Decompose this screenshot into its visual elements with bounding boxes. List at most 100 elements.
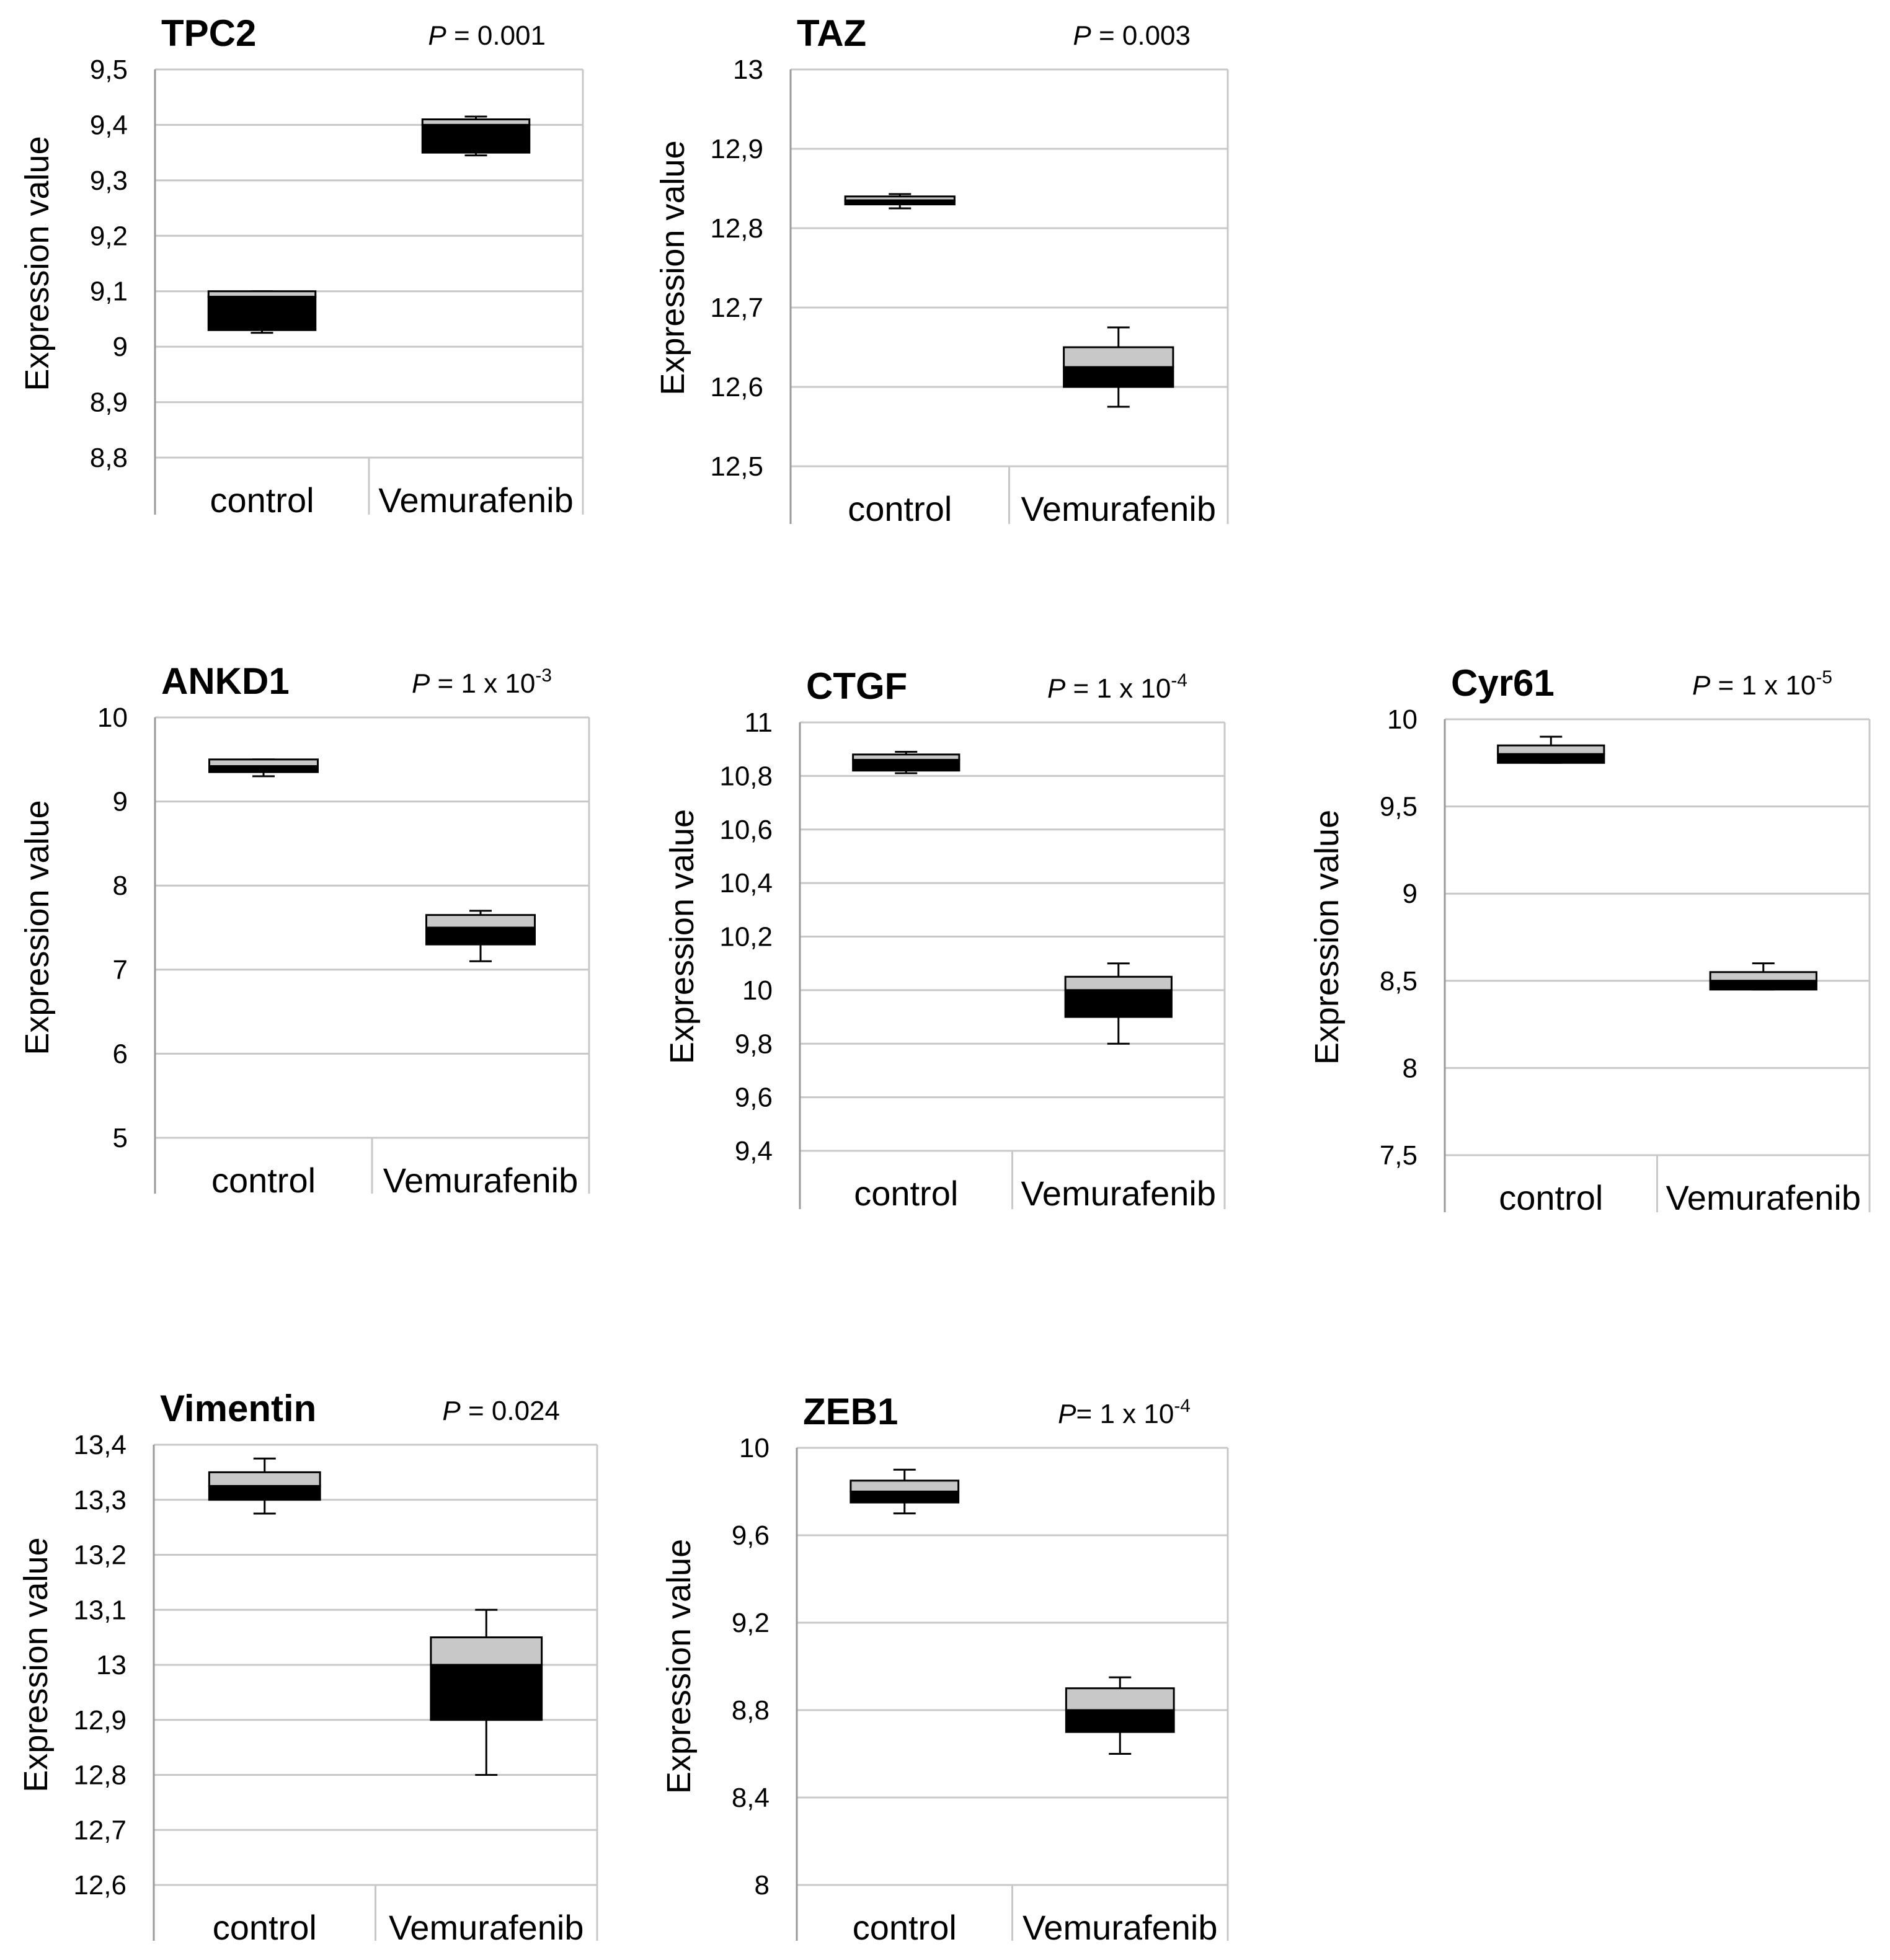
y-tick-label: 6 xyxy=(113,1039,128,1069)
chart-panel-ankd1: 10 9 8 7 6 5 Expression value ANKD1 P = 1 x 10-3… xyxy=(19,660,590,1200)
box-lower-quartile xyxy=(1065,1709,1175,1733)
y-tick-label: 12,7 xyxy=(710,293,763,323)
y-tick-label: 9,5 xyxy=(90,55,128,85)
p-value-label: P = 0.024 xyxy=(442,1396,560,1426)
box-vemurafenib xyxy=(1064,962,1173,1045)
box-upper-quartile xyxy=(1063,346,1174,368)
y-tick-label: 13 xyxy=(96,1650,126,1680)
box-lower-quartile xyxy=(430,1664,543,1721)
y-tick-label: 8 xyxy=(113,871,128,901)
box-control xyxy=(1497,735,1605,764)
y-tick-label: 9,2 xyxy=(732,1608,770,1638)
p-value-label: P = 0.001 xyxy=(428,20,546,51)
y-tick-label: 7 xyxy=(113,955,128,985)
category-label: Vemurafenib xyxy=(1021,489,1216,528)
box-upper-quartile xyxy=(430,1636,543,1666)
y-axis-title: Expression value xyxy=(19,136,56,391)
y-tick-label: 10 xyxy=(1387,704,1418,735)
category-label: Vemurafenib xyxy=(1023,1908,1217,1947)
category-label: Vemurafenib xyxy=(378,481,573,520)
box-upper-quartile xyxy=(208,758,319,768)
box-vemurafenib xyxy=(1063,326,1174,408)
category-label: control xyxy=(853,1908,957,1947)
box-lower-quartile xyxy=(208,765,319,773)
y-tick-label: 9,5 xyxy=(1380,792,1418,822)
y-tick-label: 8,8 xyxy=(732,1695,770,1726)
box-lower-quartile xyxy=(207,296,317,331)
box-control xyxy=(844,193,956,210)
y-tick-label: 8,5 xyxy=(1380,966,1418,996)
box-lower-quartile xyxy=(844,199,956,206)
box-lower-quartile xyxy=(421,123,531,154)
category-label: control xyxy=(1499,1178,1603,1217)
y-tick-label: 10 xyxy=(742,975,773,1006)
y-tick-label: 10 xyxy=(97,703,128,733)
y-axis-title: Expression value xyxy=(663,809,701,1064)
y-tick-label: 9,4 xyxy=(735,1136,773,1166)
box-upper-quartile xyxy=(1497,744,1605,755)
y-tick-label: 8,8 xyxy=(90,443,128,473)
y-tick-label: 9,8 xyxy=(735,1029,773,1059)
box-upper-quartile xyxy=(425,914,536,929)
box-vemurafenib xyxy=(1065,1676,1175,1755)
y-tick-label: 5 xyxy=(113,1123,128,1153)
y-tick-label: 12,9 xyxy=(73,1705,126,1736)
box-upper-quartile xyxy=(208,1471,321,1488)
box-vemurafenib xyxy=(425,910,536,962)
y-tick-label: 13,2 xyxy=(73,1540,126,1571)
y-tick-label: 9 xyxy=(113,332,128,362)
p-value-label: P = 1 x 10-4 xyxy=(1047,670,1187,704)
y-tick-label: 9,6 xyxy=(732,1520,770,1551)
y-tick-label: 13,1 xyxy=(73,1595,126,1625)
y-tick-label: 9,3 xyxy=(90,166,128,196)
y-tick-label: 10,4 xyxy=(719,868,773,898)
chart-title: Cyr61 xyxy=(1451,662,1555,704)
category-label: control xyxy=(848,489,952,528)
category-label: control xyxy=(210,481,314,520)
y-axis-title: Expression value xyxy=(660,1539,698,1794)
y-tick-label: 12,8 xyxy=(73,1760,126,1791)
y-tick-label: 13 xyxy=(733,55,763,85)
box-vemurafenib xyxy=(430,1608,543,1776)
y-tick-label: 10,8 xyxy=(719,761,773,791)
y-tick-label: 8 xyxy=(755,1870,770,1900)
chart-panel-tpc2: 9,5 9,4 9,3 9,2 9,1 9 8,9 8,8 Expression value TP… xyxy=(19,12,584,520)
box-lower-quartile xyxy=(1497,753,1605,764)
y-tick-label: 9,1 xyxy=(90,277,128,307)
category-label: control xyxy=(211,1161,316,1200)
y-tick-label: 11 xyxy=(744,707,773,738)
y-tick-label: 9,6 xyxy=(735,1083,773,1113)
box-lower-quartile xyxy=(208,1485,321,1501)
box-vemurafenib xyxy=(421,115,531,157)
y-tick-label: 7,5 xyxy=(1380,1140,1418,1171)
y-tick-label: 12,8 xyxy=(710,213,763,244)
box-control xyxy=(208,758,319,778)
chart-panel-ctgf: 11 10,8 10,6 10,4 10,2 10 9,8 9,6 9,4 Expression … xyxy=(663,665,1226,1213)
category-label: Vemurafenib xyxy=(1021,1174,1216,1213)
box-lower-quartile xyxy=(850,1491,960,1504)
chart-panel-taz: 13 12,9 12,8 12,7 12,6 12,5 Expression value TA… xyxy=(654,12,1229,528)
y-tick-label: 13,4 xyxy=(73,1430,126,1460)
y-tick-label: 12,5 xyxy=(710,451,763,482)
y-tick-label: 13,3 xyxy=(73,1485,126,1515)
chart-title: ANKD1 xyxy=(161,660,290,702)
category-label: Vemurafenib xyxy=(389,1908,583,1947)
y-tick-label: 9,2 xyxy=(90,221,128,251)
category-label: Vemurafenib xyxy=(1666,1178,1861,1217)
y-tick-label: 10 xyxy=(739,1433,770,1463)
y-tick-label: 12,9 xyxy=(710,134,763,164)
y-axis-title: Expression value xyxy=(654,140,691,395)
chart-title: ZEB1 xyxy=(803,1391,898,1432)
category-label: control xyxy=(854,1174,958,1213)
p-value-label: P= 1 x 10-4 xyxy=(1058,1396,1191,1429)
box-upper-quartile xyxy=(1709,971,1817,982)
chart-title: CTGF xyxy=(806,665,907,707)
chart-panel-zeb1: 10 9,6 9,2 8,8 8,4 8 Expression value ZEB1 P= 1 … xyxy=(660,1391,1229,1947)
box-upper-quartile xyxy=(1065,1687,1175,1711)
category-label: control xyxy=(213,1908,317,1947)
chart-panel-vimentin: 13,4 13,3 13,2 13,1 13 12,9 12,8 12,7 12,6 Expres… xyxy=(17,1388,598,1947)
chart-title: Vimentin xyxy=(160,1388,316,1429)
chart-title: TAZ xyxy=(797,12,866,54)
box-lower-quartile xyxy=(1709,980,1817,991)
